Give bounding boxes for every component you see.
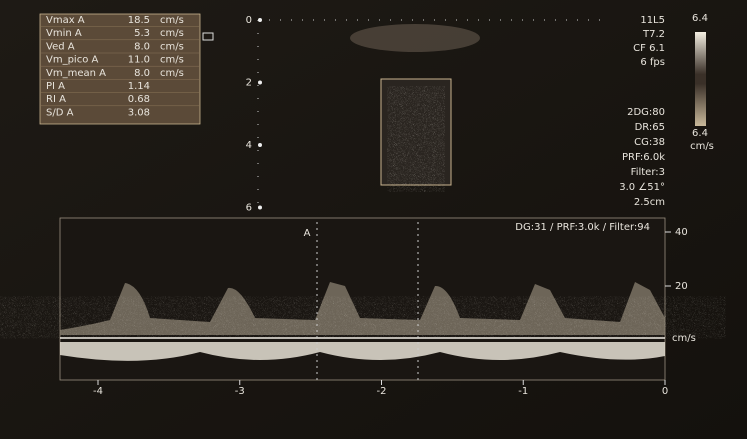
measurement-value: 11.0 (128, 55, 150, 66)
velocity-label: 40 (675, 227, 688, 238)
time-label: -4 (93, 386, 103, 397)
depth-label: 0 (246, 15, 252, 26)
depth-dot (258, 81, 262, 85)
doppler-header: DG:31 / PRF:3.0k / Filter:94 (515, 222, 650, 233)
color-scale-bottom: 6.4 (692, 128, 708, 139)
measurement-label: Vmin A (46, 28, 82, 39)
measurement-unit: cm/s (160, 55, 184, 66)
setting: 2.5cm (634, 197, 665, 208)
setting: 3.0 ∠51° (619, 182, 665, 193)
probe-info: 11L5 (640, 15, 665, 26)
depth-label: 6 (246, 203, 252, 214)
measurement-label: Vm_pico A (46, 55, 99, 66)
depth-dot (258, 206, 262, 210)
ultrasound-screen: Vmax A 18.5 cm/s Vmin A 5.3 cm/s Ved A 8.0 cm/s V… (0, 0, 747, 439)
probe-info: 6 fps (640, 57, 665, 68)
spectral-noise (60, 300, 665, 335)
velocity-unit: cm/s (672, 333, 696, 344)
time-label: -1 (518, 386, 528, 397)
probe-info: T7.2 (642, 29, 665, 40)
measurement-value: 5.3 (134, 28, 150, 39)
setting: CG:38 (634, 137, 665, 148)
measurement-label: Vmax A (46, 15, 85, 26)
bmode-echo (350, 24, 480, 52)
velocity-label: 20 (675, 281, 688, 292)
time-label: -2 (377, 386, 387, 397)
setting: DR:65 (635, 122, 665, 133)
measurement-label: Vm_mean A (46, 68, 106, 79)
measurement-unit: cm/s (160, 15, 184, 26)
color-flow (392, 95, 440, 183)
time-label: 0 (662, 386, 668, 397)
depth-label: 4 (246, 140, 252, 151)
measurement-value: 3.08 (128, 107, 150, 118)
measurement-unit: cm/s (160, 68, 184, 79)
depth-label: 2 (246, 78, 252, 89)
depth-dot (258, 18, 262, 22)
measurement-label: Ved A (46, 41, 75, 52)
measurement-value: 18.5 (128, 15, 150, 26)
depth-dot (258, 143, 262, 147)
time-label: -3 (235, 386, 245, 397)
color-bar (695, 32, 706, 126)
measurement-label: RI A (46, 94, 66, 105)
measurement-value: 8.0 (134, 68, 150, 79)
setting: PRF:6.0k (622, 152, 665, 163)
measurement-unit: cm/s (160, 41, 184, 52)
measurement-label: PI A (46, 81, 65, 92)
color-scale-top: 6.4 (692, 13, 708, 24)
measurement-value: 1.14 (128, 81, 150, 92)
color-scale-unit: cm/s (690, 141, 714, 152)
measurement-value: 0.68 (128, 94, 150, 105)
measurement-unit: cm/s (160, 28, 184, 39)
cursor-label: A (304, 228, 311, 239)
probe-info: CF 6.1 (633, 43, 665, 54)
setting: Filter:3 (631, 167, 665, 178)
measurement-value: 8.0 (134, 41, 150, 52)
setting: 2DG:80 (627, 107, 665, 118)
measurement-label: S/D A (46, 107, 74, 118)
